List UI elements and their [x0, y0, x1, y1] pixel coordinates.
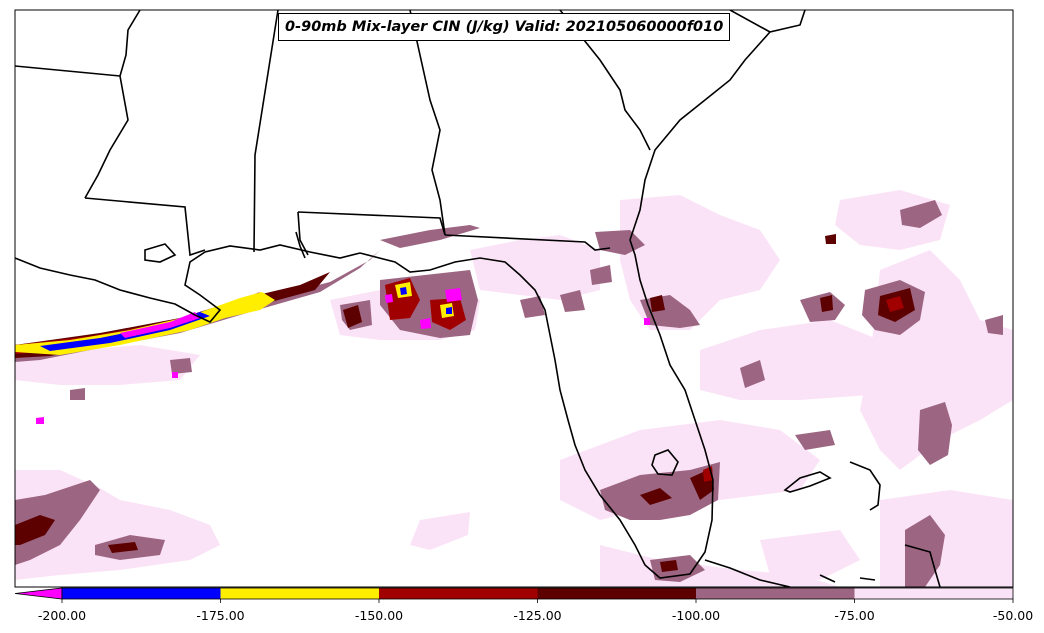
- colorbar-bin: [379, 588, 538, 599]
- state-line-ms-al: [253, 10, 279, 253]
- savannah-river: [559, 10, 651, 151]
- colorbar-bin: [537, 588, 696, 599]
- colorbar-tick-label: -100.00: [671, 608, 721, 623]
- map-boundaries: [15, 10, 941, 587]
- florida-keys: [704, 559, 791, 587]
- lake-pontchartrain: [144, 243, 177, 263]
- bahamas-abaco: [849, 461, 881, 511]
- map-background: [15, 10, 1013, 587]
- colorbar-under-triangle: [14, 587, 63, 600]
- bahamas-small: [819, 574, 876, 583]
- bahamas-grand: [783, 471, 832, 493]
- colorbar-tick-label: -75.00: [834, 608, 875, 623]
- map-title: 0-90mb Mix-layer CIN (J/kg) Valid: 20210…: [278, 13, 731, 41]
- lake-okeechobee: [651, 449, 679, 476]
- state-line-la-ms: [84, 197, 206, 257]
- colorbar-tick-label: -175.00: [196, 608, 245, 623]
- cin-field-blue: [40, 287, 452, 351]
- colorbar-tick-label: -50.00: [992, 608, 1034, 623]
- state-line-arkansas-louisiana: [15, 65, 121, 77]
- bahamas-andros: [904, 544, 941, 587]
- louisiana-coast: [15, 244, 361, 323]
- colorbar-bin: [220, 588, 379, 599]
- state-line-ga-sc: [729, 10, 771, 33]
- colorbar-tick-label: -125.00: [513, 608, 562, 623]
- atlantic-coast-ga-sc: [629, 10, 806, 241]
- cin-fields: [15, 190, 1013, 587]
- colorbar-tick-label: -150.00: [354, 608, 404, 623]
- colorbar-tick-label: -200.00: [37, 608, 87, 623]
- state-line-ga-fl: [444, 234, 611, 251]
- state-line-al-fl-west: [297, 211, 309, 256]
- map-frame: [14, 9, 1014, 588]
- colorbar-bin: [696, 588, 855, 599]
- state-line-al-fl: [297, 211, 446, 236]
- colorbar-bin: [62, 588, 221, 599]
- mississippi-river: [84, 10, 141, 199]
- gulf-coast-al-fl: [359, 239, 714, 579]
- state-line-al-ga: [409, 10, 446, 236]
- colorbar: [14, 587, 1014, 603]
- colorbar-bin: [854, 588, 1013, 599]
- cin-field-magenta: [36, 288, 650, 424]
- mobile-bay: [295, 231, 306, 259]
